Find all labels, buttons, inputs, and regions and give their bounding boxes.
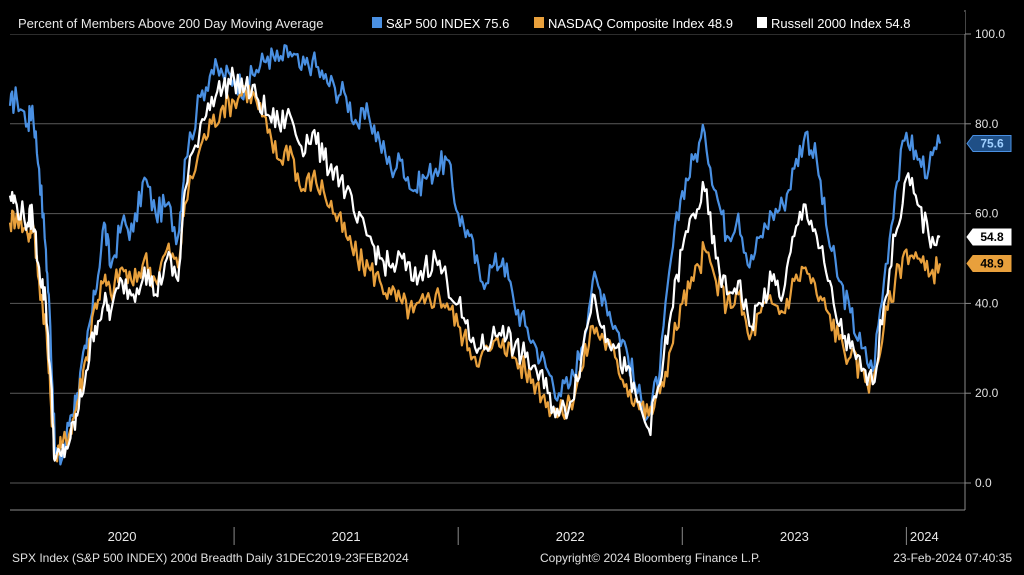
- footer-timestamp: 23-Feb-2024 07:40:35: [893, 551, 1012, 565]
- badge-value: 75.6: [980, 137, 1004, 151]
- badge-shape: [966, 254, 1012, 272]
- legend-swatch-russell: [757, 17, 767, 28]
- badge-value: 48.9: [980, 256, 1004, 270]
- badge-shape: [966, 135, 1012, 153]
- last-value-badge-0: 75.6: [966, 135, 1012, 153]
- series-lines: [8, 44, 942, 466]
- series-line-2: [8, 66, 941, 462]
- x-tick-label: 2022: [556, 529, 585, 544]
- x-tick-label: 2024: [910, 529, 939, 544]
- legend-bar: [10, 12, 965, 34]
- badge-shape: [966, 228, 1012, 246]
- x-tick-label: 2020: [108, 529, 137, 544]
- x-axis: 2020 2021 2022 2023 2024: [10, 509, 965, 545]
- legend-swatch-sp500: [372, 17, 382, 28]
- badge-value: 54.8: [980, 230, 1004, 244]
- legend-label-sp500: S&P 500 INDEX 75.6: [386, 16, 509, 31]
- legend-entry-nasdaq[interactable]: NASDAQ Composite Index 48.9: [534, 16, 733, 31]
- series-line-0: [8, 44, 942, 466]
- last-value-badge-2: 54.8: [966, 228, 1012, 246]
- x-tick-label: 2021: [332, 529, 361, 544]
- y-tick-label: 20.0: [975, 386, 999, 400]
- legend-swatch-nasdaq: [534, 17, 544, 28]
- x-tick-label: 2023: [780, 529, 809, 544]
- last-value-badge-1: 48.9: [966, 254, 1012, 272]
- y-tick-label: 100.0: [975, 27, 1005, 41]
- chart-title: Percent of Members Above 200 Day Moving …: [18, 16, 323, 31]
- y-tick-label: 80.0: [975, 117, 999, 131]
- legend-entry-russell[interactable]: Russell 2000 Index 54.8: [757, 16, 911, 31]
- y-tick-label: 40.0: [975, 296, 999, 310]
- last-value-badges: 75.6 48.9 54.8: [966, 135, 1012, 272]
- y-tick-label: 0.0: [975, 476, 992, 490]
- y-axis: 0.0 20.0 40.0 60.0 80.0 100.0: [964, 10, 1005, 510]
- legend-label-russell: Russell 2000 Index 54.8: [771, 16, 911, 31]
- y-tick-label: 60.0: [975, 207, 999, 221]
- legend-entry-sp500[interactable]: S&P 500 INDEX 75.6: [372, 16, 509, 31]
- footer-description: SPX Index (S&P 500 INDEX) 200d Breadth D…: [12, 551, 409, 565]
- legend-label-nasdaq: NASDAQ Composite Index 48.9: [548, 16, 733, 31]
- footer-copyright: Copyright© 2024 Bloomberg Finance L.P.: [540, 551, 761, 565]
